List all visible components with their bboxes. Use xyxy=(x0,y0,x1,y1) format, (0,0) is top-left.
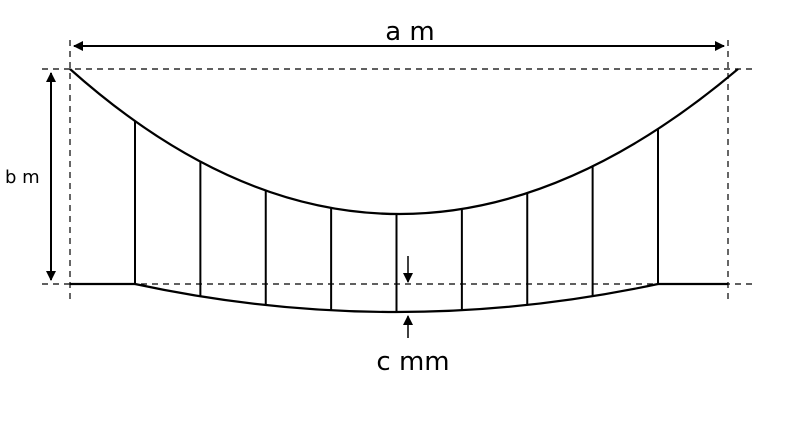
main-cable xyxy=(69,68,739,215)
sag-label: b m xyxy=(5,167,40,188)
reference-lines xyxy=(42,40,755,300)
deck xyxy=(70,282,728,314)
span-label: a m xyxy=(385,17,435,47)
hangers xyxy=(134,121,659,312)
deflected-deck xyxy=(134,282,659,314)
deflection-label: c mm xyxy=(376,347,449,377)
